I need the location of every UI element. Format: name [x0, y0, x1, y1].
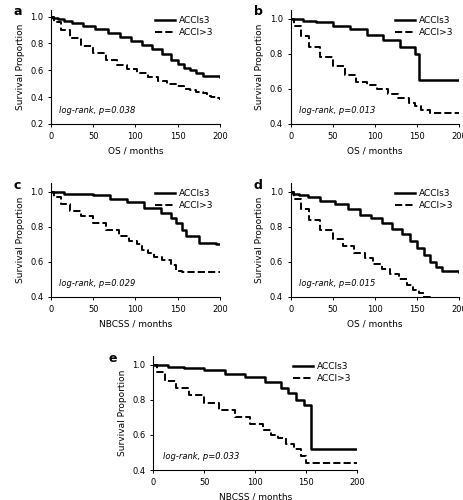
Legend: ACCIs3, ACCI>3: ACCIs3, ACCI>3 — [153, 188, 215, 212]
Legend: ACCIs3, ACCI>3: ACCIs3, ACCI>3 — [291, 360, 352, 385]
X-axis label: OS / months: OS / months — [107, 146, 163, 155]
Legend: ACCIs3, ACCI>3: ACCIs3, ACCI>3 — [393, 14, 454, 39]
X-axis label: OS / months: OS / months — [346, 146, 402, 155]
Text: log-rank, p=0.038: log-rank, p=0.038 — [59, 106, 136, 115]
Text: a: a — [14, 6, 22, 18]
Y-axis label: Survival Proportion: Survival Proportion — [255, 24, 263, 110]
Text: log-rank, p=0.013: log-rank, p=0.013 — [299, 106, 375, 115]
Text: c: c — [14, 178, 21, 192]
X-axis label: OS / months: OS / months — [346, 319, 402, 328]
Y-axis label: Survival Proportion: Survival Proportion — [118, 370, 126, 456]
Legend: ACCIs3, ACCI>3: ACCIs3, ACCI>3 — [153, 14, 215, 39]
Text: log-rank, p=0.033: log-rank, p=0.033 — [163, 452, 239, 461]
Y-axis label: Survival Proportion: Survival Proportion — [16, 197, 25, 283]
Text: e: e — [108, 352, 117, 364]
Text: log-rank, p=0.029: log-rank, p=0.029 — [59, 279, 136, 288]
Y-axis label: Survival Proportion: Survival Proportion — [255, 197, 263, 283]
Legend: ACCIs3, ACCI>3: ACCIs3, ACCI>3 — [393, 188, 454, 212]
Text: d: d — [253, 178, 262, 192]
Text: b: b — [253, 6, 262, 18]
X-axis label: NBCSS / months: NBCSS / months — [218, 492, 291, 500]
Y-axis label: Survival Proportion: Survival Proportion — [16, 24, 25, 110]
Text: log-rank, p=0.015: log-rank, p=0.015 — [299, 279, 375, 288]
X-axis label: NBCSS / months: NBCSS / months — [99, 319, 172, 328]
